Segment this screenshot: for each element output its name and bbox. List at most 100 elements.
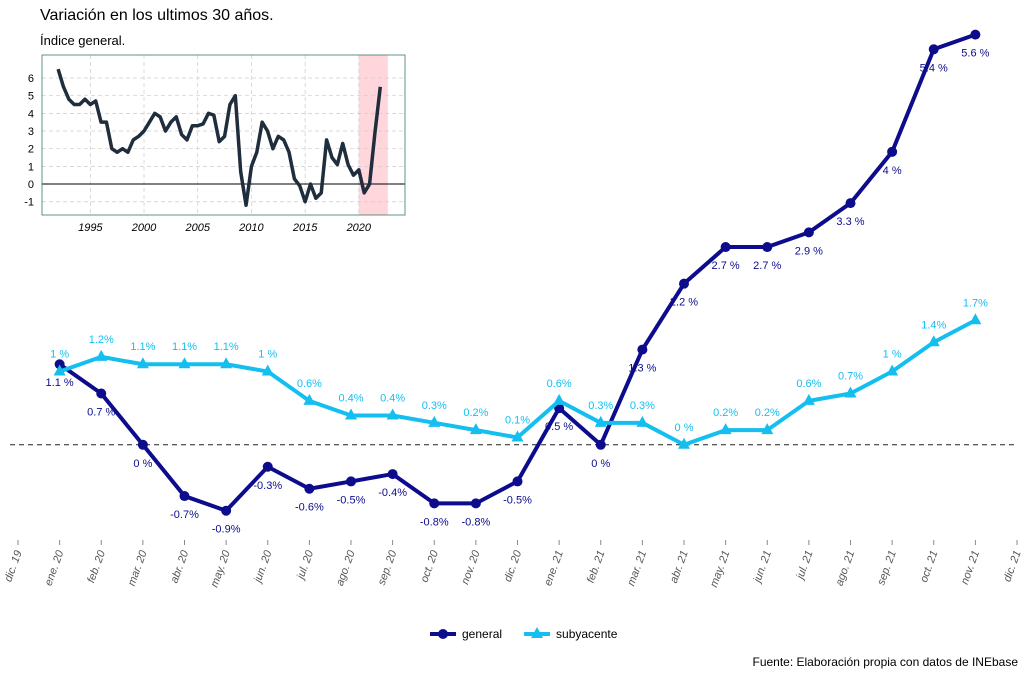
x-tick-label: jun. 20 xyxy=(251,548,275,586)
x-tick-label: abr. 20 xyxy=(168,548,191,585)
data-label: 0.6% xyxy=(297,378,322,390)
x-tick-label: oct. 20 xyxy=(418,548,441,584)
data-label: -0.7% xyxy=(170,509,199,521)
marker xyxy=(512,476,523,487)
marker xyxy=(595,439,606,450)
data-label: 0.2% xyxy=(713,407,738,419)
marker xyxy=(387,469,398,480)
x-tick-label: feb. 20 xyxy=(85,548,108,585)
marker xyxy=(304,483,315,494)
marker xyxy=(761,423,774,435)
data-label: -0.8% xyxy=(462,516,491,528)
x-tick-label: may. 20 xyxy=(209,548,234,589)
x-tick-label: sep. 20 xyxy=(376,548,400,587)
data-label: 1.7% xyxy=(963,297,988,309)
x-tick-label: mar. 20 xyxy=(126,548,150,588)
data-label: 1.1% xyxy=(130,341,155,353)
x-tick-label: ago. 21 xyxy=(833,549,857,588)
data-label: 1.1% xyxy=(172,341,197,353)
data-label: -0.8% xyxy=(420,516,449,528)
data-label: 0 % xyxy=(591,458,610,470)
x-tick-label: ene. 21 xyxy=(542,549,566,588)
marker xyxy=(96,388,107,399)
inset-title: Variación en los ultimos 30 años. xyxy=(40,7,274,24)
marker xyxy=(511,430,524,442)
marker xyxy=(720,242,731,253)
marker xyxy=(221,505,232,516)
data-label: -0.5% xyxy=(503,494,532,506)
x-tick-label: jun. 21 xyxy=(751,549,774,586)
data-label: 1.1% xyxy=(214,341,239,353)
y-tick-label: 5 xyxy=(28,91,34,103)
marker xyxy=(261,364,274,376)
data-label: -0.6% xyxy=(295,502,324,514)
data-label: 1 % xyxy=(883,349,902,361)
marker xyxy=(386,408,399,420)
source-note: Fuente: Elaboración propia con datos de … xyxy=(752,655,1018,669)
data-label: 0.6% xyxy=(547,378,572,390)
y-tick-label: 0 xyxy=(28,179,34,191)
data-label: -0.9% xyxy=(212,524,241,536)
x-tick-label: nov. 20 xyxy=(459,548,483,586)
data-label: 0.3% xyxy=(630,400,655,412)
data-label: 0.1% xyxy=(505,414,530,426)
x-tick-label: jul. 20 xyxy=(294,548,316,582)
marker xyxy=(345,408,357,420)
data-label: 0.3% xyxy=(422,400,447,412)
legend-label: general xyxy=(462,627,502,641)
data-label: 1.1 % xyxy=(46,377,74,389)
marker xyxy=(969,313,982,325)
y-tick-label: 1 xyxy=(28,161,34,173)
marker xyxy=(762,242,773,253)
marker xyxy=(637,344,648,355)
series-line xyxy=(56,68,383,208)
data-label: 0.6% xyxy=(796,378,821,390)
marker xyxy=(220,357,233,369)
inset-subtitle: Índice general. xyxy=(40,33,125,48)
x-tick-label: dic. 21 xyxy=(1001,549,1023,584)
marker xyxy=(845,198,856,209)
x-tick-label: 1995 xyxy=(78,222,103,234)
marker xyxy=(553,393,566,405)
x-tick-label: 2000 xyxy=(131,222,157,234)
data-label: 5.6 % xyxy=(961,48,989,60)
marker xyxy=(927,335,940,347)
data-label: 0.3% xyxy=(588,400,613,412)
data-label: 0.4% xyxy=(338,392,363,404)
marker xyxy=(178,357,191,369)
marker xyxy=(137,439,148,450)
data-label: 1 % xyxy=(50,349,69,361)
marker xyxy=(928,44,939,55)
data-label: 0.7 % xyxy=(87,407,115,419)
marker xyxy=(262,461,273,472)
x-tick-label: ago. 20 xyxy=(334,548,358,587)
x-tick-label: nov. 21 xyxy=(959,549,982,586)
marker xyxy=(803,227,814,238)
y-tick-label: 4 xyxy=(28,108,34,120)
data-label: 1.3 % xyxy=(628,363,656,375)
legend-marker xyxy=(531,627,544,638)
marker xyxy=(429,498,440,509)
marker xyxy=(844,386,857,398)
marker xyxy=(887,146,898,157)
marker xyxy=(719,423,732,435)
marker xyxy=(470,498,481,509)
data-label: 3.3 % xyxy=(836,216,864,228)
marker xyxy=(346,476,356,487)
data-label: 4 % xyxy=(883,165,902,177)
data-label: 0.4% xyxy=(380,392,405,404)
data-label: 1 % xyxy=(258,349,277,361)
marker xyxy=(136,357,149,369)
data-label: 0.2% xyxy=(463,407,488,419)
x-tick-label: oct. 21 xyxy=(918,549,941,584)
data-label: 0 % xyxy=(675,422,694,434)
y-tick-label: 6 xyxy=(28,73,34,85)
marker xyxy=(802,393,815,405)
x-tick-label: 2010 xyxy=(238,222,264,234)
data-label: 0.7% xyxy=(838,371,863,383)
x-tick-label: feb. 21 xyxy=(585,549,608,585)
data-label: 1.4% xyxy=(921,319,946,331)
marker xyxy=(678,437,690,449)
data-label: 0.2% xyxy=(755,407,780,419)
